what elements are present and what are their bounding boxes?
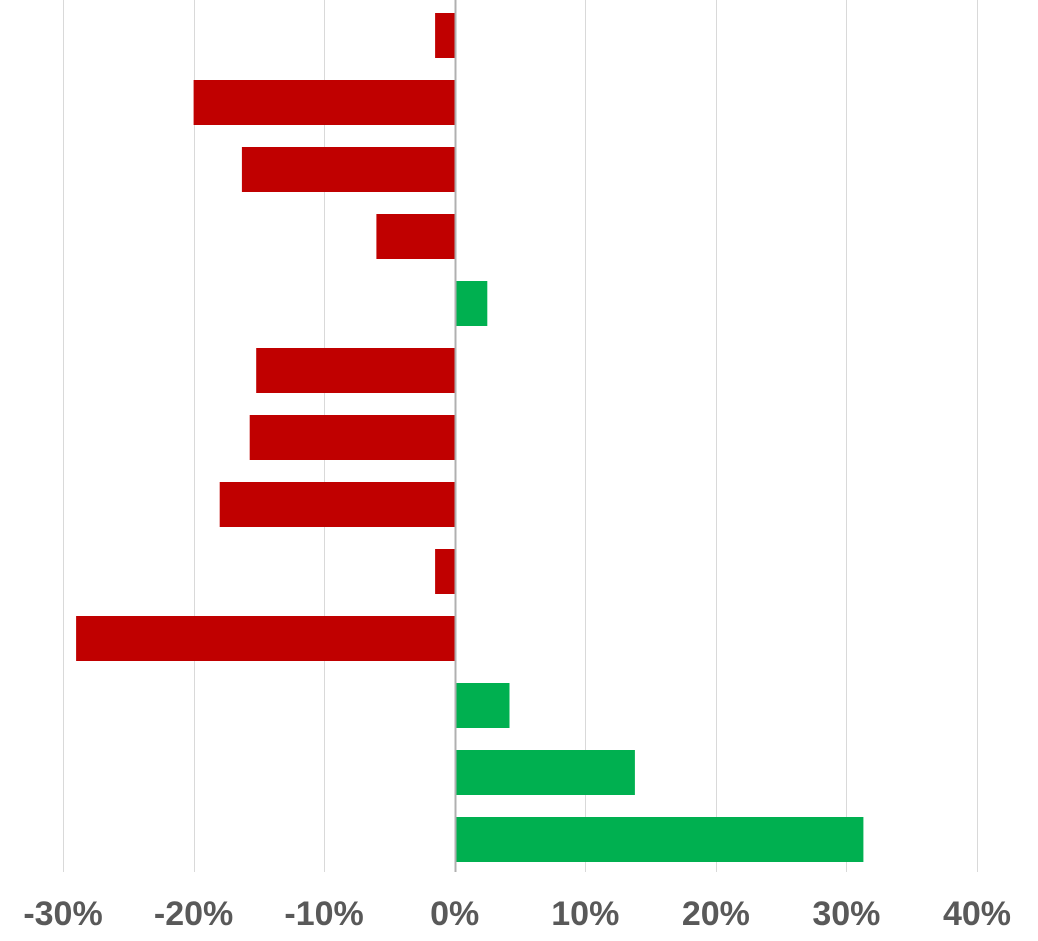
- bar: [454, 750, 635, 795]
- bar: [193, 80, 455, 125]
- x-tick-label: -10%: [284, 895, 363, 933]
- bar: [76, 616, 455, 661]
- x-tick-label: -30%: [23, 895, 102, 933]
- bar: [454, 281, 488, 326]
- bar: [241, 147, 455, 192]
- bar: [435, 13, 455, 58]
- x-tick-label: 0%: [430, 895, 479, 933]
- gridlines: [63, 0, 978, 872]
- bar: [256, 348, 455, 393]
- bar: [249, 415, 455, 460]
- x-tick-label: 30%: [812, 895, 880, 933]
- bar: [454, 817, 864, 862]
- bar: [454, 683, 510, 728]
- x-tick-label: 10%: [551, 895, 619, 933]
- bars: [76, 13, 864, 862]
- bar: [376, 214, 455, 259]
- x-tick-label: -20%: [154, 895, 233, 933]
- x-tick-label: 40%: [943, 895, 1011, 933]
- x-tick-label: 20%: [682, 895, 750, 933]
- x-axis-tick-labels: -30% -20% -10% 0% 10% 20% 30% 40%: [23, 895, 1011, 933]
- bar: [219, 482, 455, 527]
- bar: [435, 549, 455, 594]
